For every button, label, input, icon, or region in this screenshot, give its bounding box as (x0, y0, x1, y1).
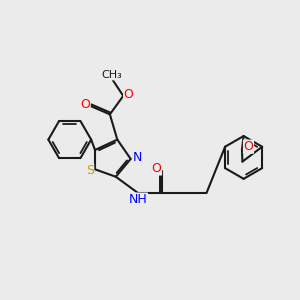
Text: CH₃: CH₃ (101, 70, 122, 80)
Text: O: O (152, 162, 161, 175)
Text: N: N (133, 151, 142, 164)
Text: O: O (244, 140, 254, 153)
Text: O: O (80, 98, 90, 111)
Text: O: O (124, 88, 134, 101)
Text: NH: NH (129, 193, 148, 206)
Text: S: S (86, 164, 94, 177)
